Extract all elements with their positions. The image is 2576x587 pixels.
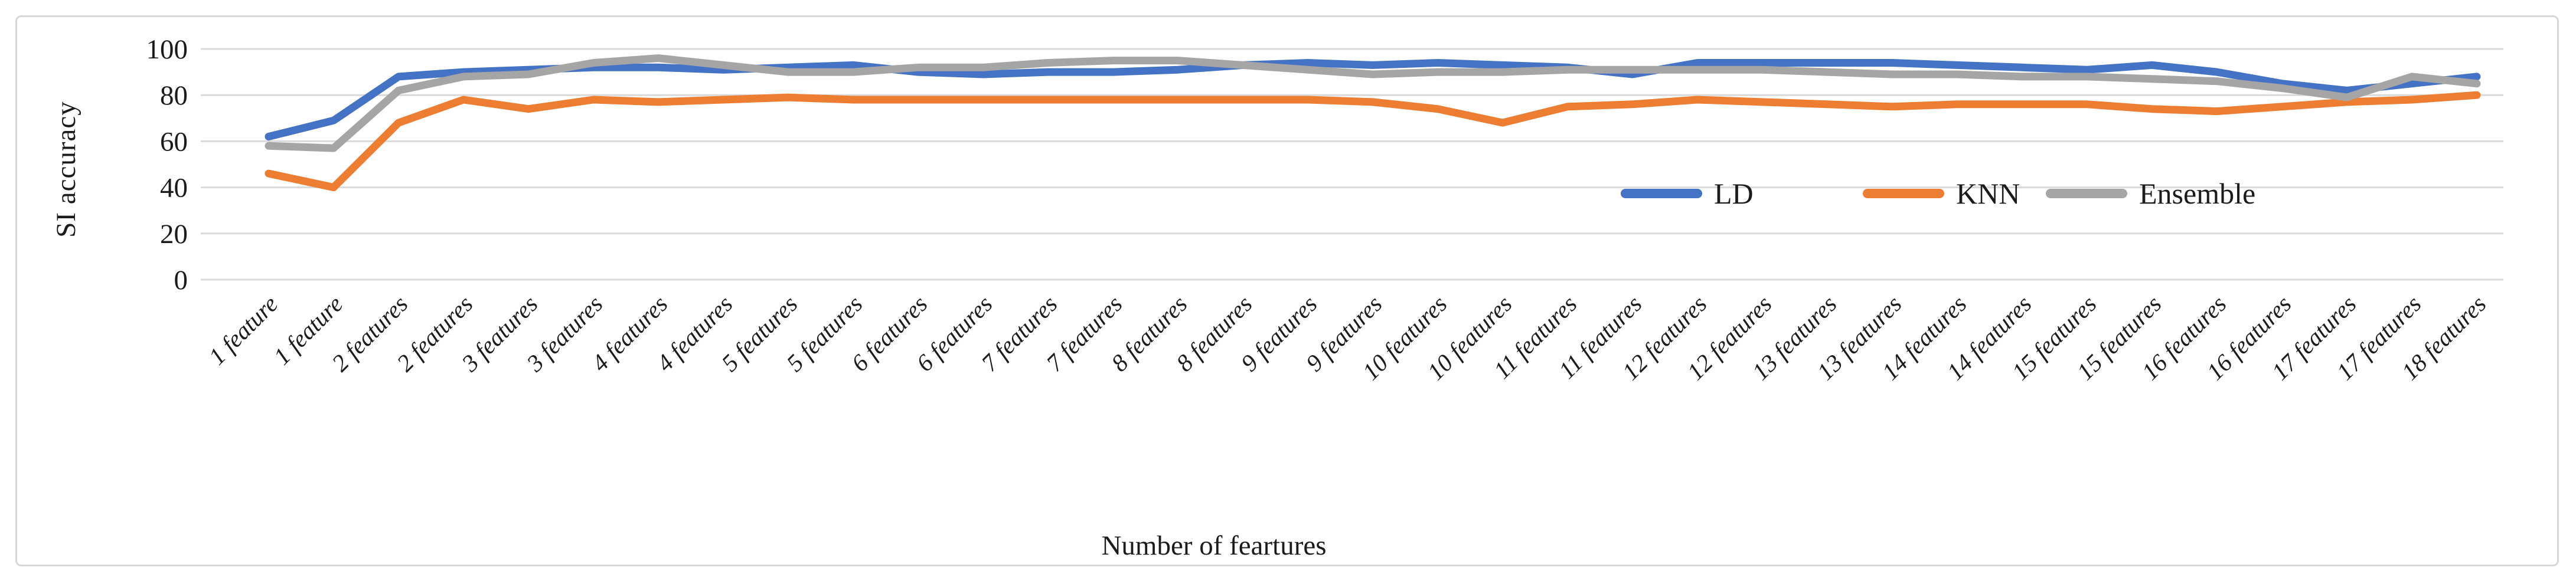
y-tick-label-100: 100	[146, 34, 188, 65]
y-tick-label-0: 0	[174, 265, 188, 296]
x-category-label: 1 feature	[203, 290, 283, 370]
series-line-ensemble	[265, 54, 2481, 152]
series-line-knn	[265, 91, 2481, 192]
y-tick-label-80: 80	[160, 80, 188, 111]
y-tick-label-20: 20	[160, 219, 188, 250]
y-tick-label-60: 60	[160, 126, 188, 157]
series-line-ld	[265, 59, 2481, 141]
y-tick-label-40: 40	[160, 173, 188, 204]
x-axis-title: Number of feartures	[1101, 530, 1327, 561]
